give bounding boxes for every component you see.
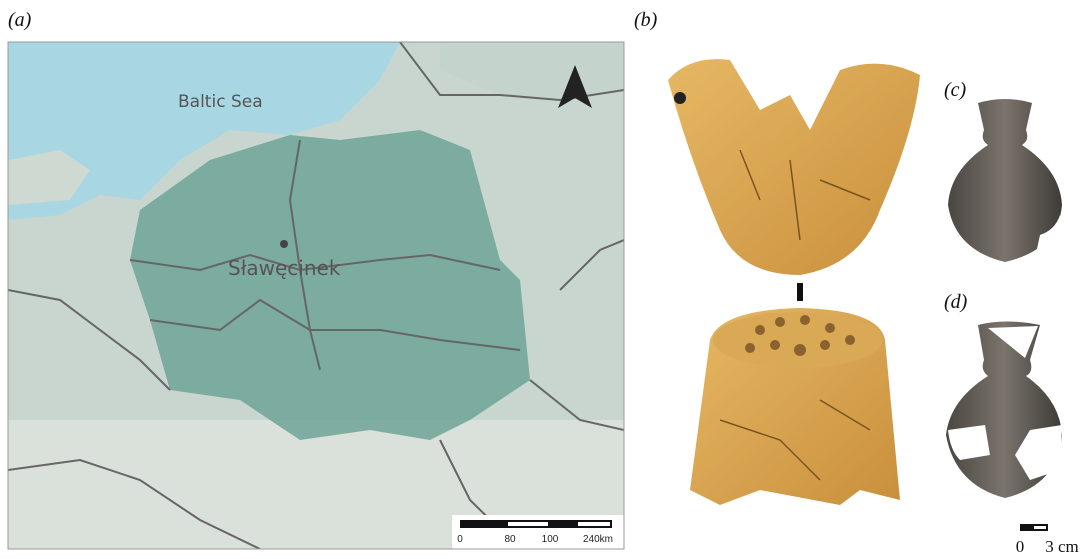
vessel-bottom [690, 308, 900, 505]
vessel-c [948, 99, 1062, 262]
scale-label: 100 [542, 534, 559, 545]
scale-label: 3 cm [1045, 537, 1079, 556]
connector [797, 283, 803, 301]
photo-scale: 0 3 cm [1016, 524, 1079, 556]
map: Baltic Sea Sławęcinek 0 80 100 240km [8, 42, 624, 549]
panel-label: (b) [634, 9, 658, 31]
panel-label: (a) [8, 9, 32, 31]
sea-label: Baltic Sea [178, 92, 263, 112]
scale-label: 80 [504, 534, 516, 545]
scale-label: 0 [1016, 537, 1025, 556]
figure: (a) (b) (c) (d) Baltic Sea Sławęcinek 0 … [0, 0, 1088, 559]
panel-label: (c) [944, 79, 967, 101]
scale-label: 0 [457, 534, 463, 545]
panel-label: (d) [944, 291, 968, 313]
scale-label: 240km [583, 534, 613, 545]
site-label: Sławęcinek [228, 256, 341, 280]
site-marker [280, 240, 288, 248]
vessel-d [946, 322, 1062, 499]
vessel-top [668, 59, 920, 275]
